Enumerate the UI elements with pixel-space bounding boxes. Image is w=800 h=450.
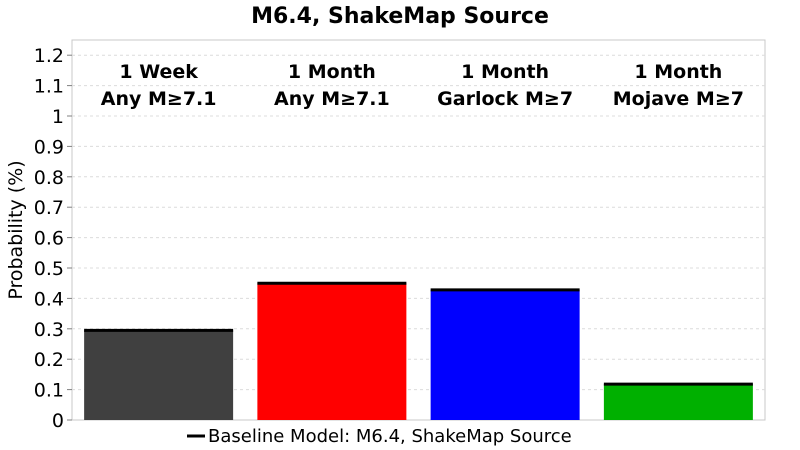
bar [84, 330, 234, 420]
y-tick-label: 0.4 [34, 288, 64, 310]
baseline-markers [84, 281, 753, 386]
y-axis-title: Probability (%) [5, 160, 27, 299]
y-tick-label: 0.1 [34, 380, 64, 402]
category-label-line2: Garlock M≥7 [437, 88, 573, 110]
y-tick-label: 0.9 [34, 136, 64, 158]
bars [84, 283, 753, 420]
y-tick-label: 1 [52, 106, 64, 128]
category-label-line2: Any M≥7.1 [101, 88, 217, 110]
y-tick-label: 0.5 [34, 258, 64, 280]
chart-title: M6.4, ShakeMap Source [251, 4, 549, 29]
category-label-line1: 1 Month [288, 61, 376, 83]
y-tick-label: 0 [52, 410, 64, 432]
category-label-line1: 1 Week [119, 61, 198, 83]
y-tick-label: 0.8 [34, 167, 64, 189]
y-tick-label: 0.3 [34, 319, 64, 341]
y-tick-label: 0.7 [34, 197, 64, 219]
category-label-line2: Any M≥7.1 [274, 88, 390, 110]
category-labels: 1 Week Any M≥7.1 1 Month Any M≥7.1 1 Month Ga… [101, 61, 744, 110]
bar [430, 289, 580, 420]
category-label-line1: 1 Month [634, 61, 722, 83]
legend-label-baseline: Baseline Model: M6.4, ShakeMap Source [208, 426, 572, 447]
bar [257, 283, 407, 420]
y-tick-label: 0.6 [34, 228, 64, 250]
y-tick-label: 0.2 [34, 349, 64, 371]
category-label-line2: Mojave M≥7 [613, 88, 744, 110]
y-tick-label: 1.2 [34, 45, 64, 67]
y-tick-label: 1.1 [34, 76, 64, 98]
category-label-line1: 1 Month [461, 61, 549, 83]
bar [603, 384, 753, 420]
legend: Baseline Model: M6.4, ShakeMap Source [187, 426, 572, 447]
y-axis-ticks: 0 0.1 0.2 0.3 0.4 0.5 0.6 0.7 0.8 0.9 1 1.1 1.2 [34, 45, 72, 432]
